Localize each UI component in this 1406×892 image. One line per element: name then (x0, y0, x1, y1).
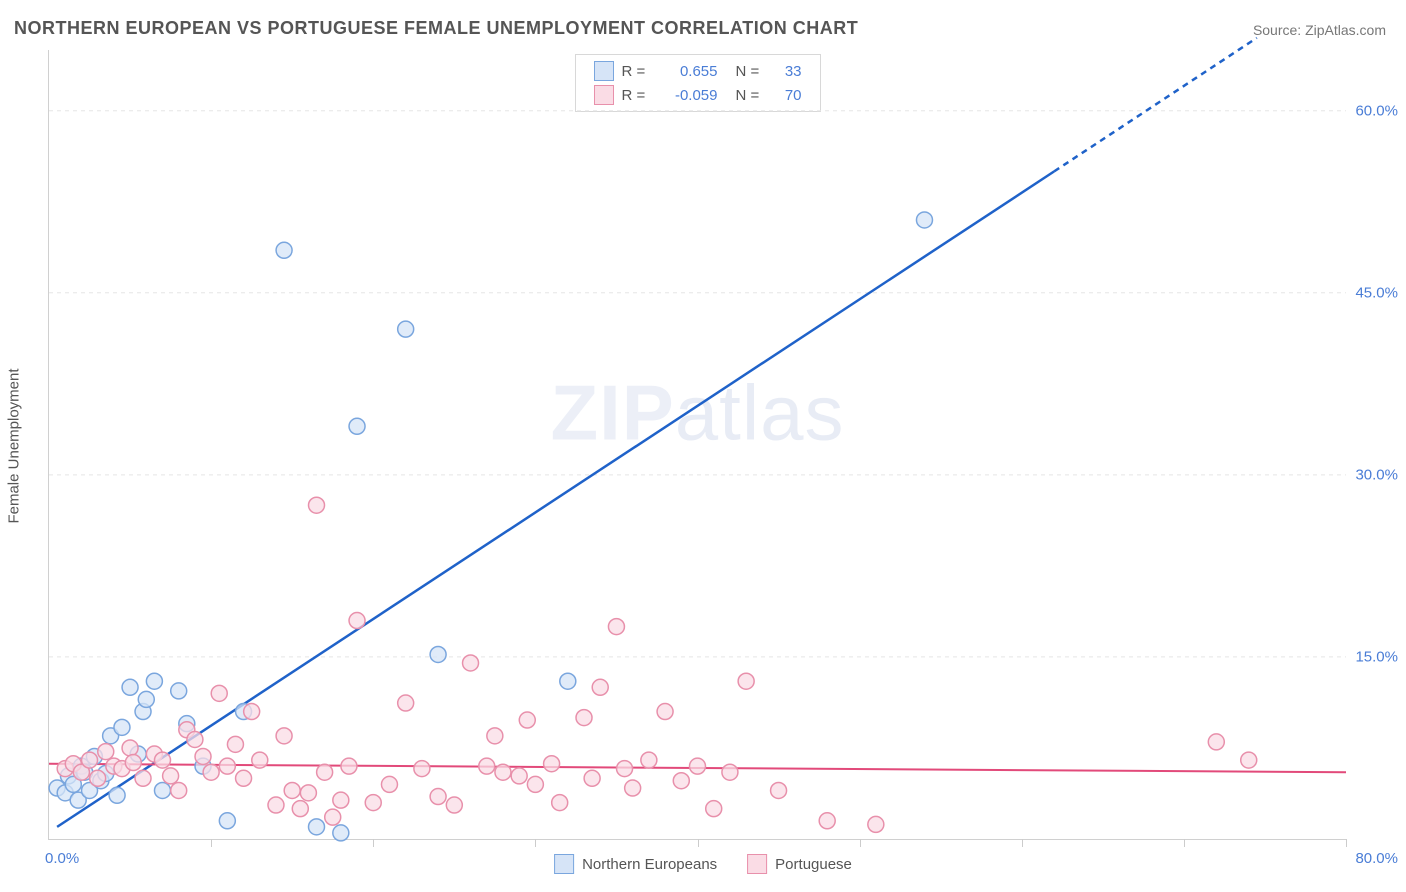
legend-swatch-northern (554, 854, 574, 874)
x-tick (211, 839, 212, 847)
y-tick-label: 30.0% (1355, 466, 1398, 483)
legend-item-northern: Northern Europeans (554, 854, 717, 874)
x-tick (535, 839, 536, 847)
plot-area: ZIPatlas R = 0.655 N = 33 R = -0.059 N =… (48, 50, 1346, 840)
y-axis-title: Female Unemployment (6, 368, 23, 523)
x-tick (1346, 839, 1347, 847)
scatter-plot (49, 50, 1346, 839)
legend-item-portuguese: Portuguese (747, 854, 852, 874)
x-tick (860, 839, 861, 847)
x-min-label: 0.0% (45, 850, 79, 867)
source-link[interactable]: ZipAtlas.com (1305, 22, 1386, 38)
x-max-label: 80.0% (1355, 850, 1398, 867)
legend-swatch-portuguese (747, 854, 767, 874)
y-tick-label: 45.0% (1355, 284, 1398, 301)
x-tick (1184, 839, 1185, 847)
source-label: Source: (1253, 22, 1301, 38)
y-tick-label: 15.0% (1355, 648, 1398, 665)
y-tick-label: 60.0% (1355, 102, 1398, 119)
x-tick (373, 839, 374, 847)
source-attribution: Source: ZipAtlas.com (1253, 22, 1386, 38)
series-legend: Northern Europeans Portuguese (554, 854, 852, 874)
x-tick (1022, 839, 1023, 847)
x-tick (698, 839, 699, 847)
chart-title: NORTHERN EUROPEAN VS PORTUGUESE FEMALE U… (14, 18, 858, 39)
